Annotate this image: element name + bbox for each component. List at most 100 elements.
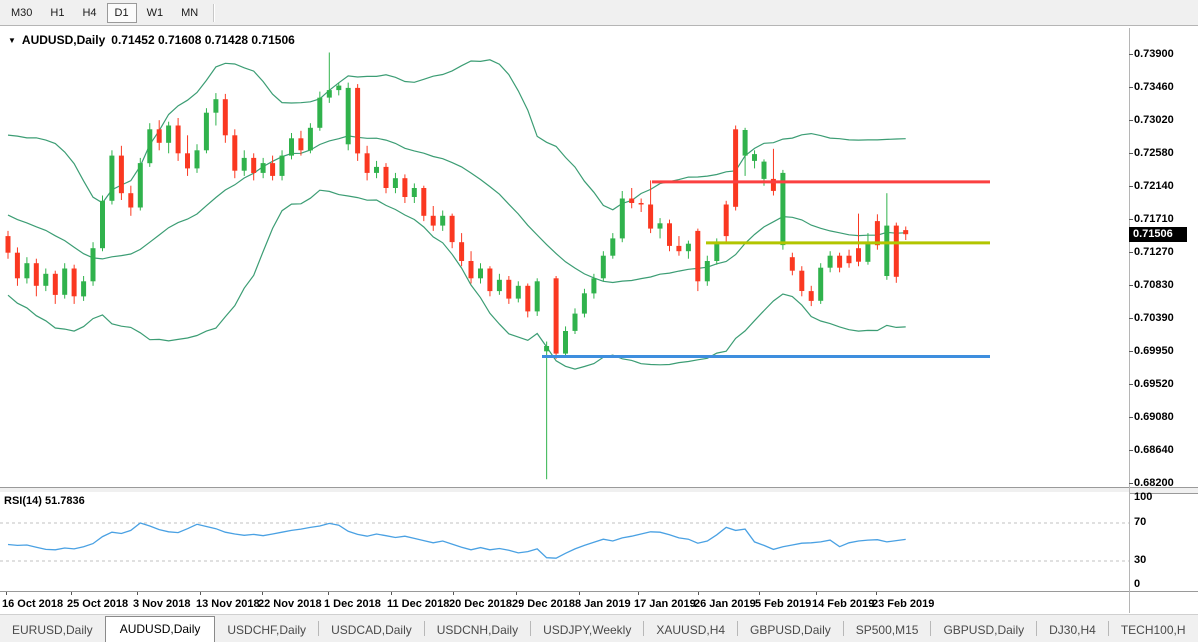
candle [81,281,87,297]
candle [194,150,200,169]
chart-ohlc-quote: 0.71452 0.71608 0.71428 0.71506 [111,33,295,47]
date-tick-mark [638,592,639,595]
candle [818,267,824,301]
candle [714,243,720,261]
chart-tab-gbpusd-daily[interactable]: GBPUSD,Daily [943,623,1025,637]
tab-separator [1107,621,1109,636]
candle [307,127,313,151]
chart-tab-eurusd-daily[interactable]: EURUSD,Daily [12,623,93,637]
chart-symbol-period: AUDUSD,Daily [21,33,106,47]
candle [506,279,512,299]
date-tick-mark [328,592,329,595]
rsi-panel[interactable] [0,492,1129,591]
candle [619,198,625,239]
price-chart-panel[interactable] [0,28,1129,487]
rsi-tick-label: 70 [1134,516,1147,528]
candle [837,255,843,268]
date-axis[interactable]: 16 Oct 2018 25 Oct 2018 3 Nov 2018 13 Nov 2… [0,592,1129,613]
chart-tab-usdcad-daily[interactable]: USDCAD,Daily [331,623,412,637]
chart-tab-usdcnh-daily[interactable]: USDCNH,Daily [436,623,519,637]
date-tick-label: 5 Feb 2019 [755,598,812,610]
tab-separator [530,621,532,636]
date-tick-label: 14 Feb 2019 [812,598,875,610]
candle [251,157,257,173]
candle [374,166,379,173]
timeframe-button-m30[interactable]: M30 [11,6,33,19]
chart-tab-usdchf-daily[interactable]: USDCHF,Daily [227,623,307,637]
candle [128,193,134,208]
candle [799,270,805,291]
price-tick-mark [1129,120,1133,121]
candle [676,245,682,252]
tab-separator [643,621,645,636]
candle [147,129,153,164]
price-tick-mark [1129,186,1133,187]
chart-tab-usdjpy-weekly[interactable]: USDJPY,Weekly [543,623,632,637]
chart-tab-audusd-daily[interactable]: AUDUSD,Daily [104,616,216,642]
date-tick-label: 1 Dec 2018 [324,598,381,610]
candle [704,261,710,282]
timeframe-button-d1[interactable]: D1 [106,2,137,23]
candle [808,291,814,301]
candle [241,157,247,171]
candle [515,285,521,299]
chart-tab-xauusd-h4[interactable]: XAUUSD,H4 [656,623,726,637]
rsi-chart [0,522,1129,562]
candle [610,238,616,256]
candle [298,138,304,151]
price-tick-label: 0.68640 [1134,444,1174,456]
date-tick-label: 22 Nov 2018 [258,598,322,610]
candle [846,255,852,264]
candle [638,203,644,205]
candle [402,178,408,197]
date-tick-label: 16 Oct 2018 [2,598,64,610]
candle [430,215,436,226]
tab-separator [1036,621,1038,636]
candle [478,268,483,279]
price-tick-label: 0.73900 [1134,48,1174,60]
candle [166,125,172,143]
candle [109,155,115,201]
chart-tab-tech100-h[interactable]: TECH100,H [1120,623,1186,637]
candle [544,346,550,352]
candle [572,313,578,331]
candle [279,155,285,176]
date-tick-label: 17 Jan 2019 [634,598,696,610]
timeframe-button-mn[interactable]: MN [181,6,199,19]
candle [563,331,568,354]
price-tick-label: 0.70390 [1134,312,1174,324]
date-tick-mark [6,592,7,595]
chart-tab-sp500-m15[interactable]: SP500,M15 [855,623,919,637]
price-tick-mark [1129,483,1133,484]
chart-tab-dj30-h4[interactable]: DJ30,H4 [1049,623,1096,637]
candle [553,278,559,354]
date-tick-label: 13 Nov 2018 [196,598,260,610]
candle [100,200,105,249]
candlestick-chart [5,52,990,480]
candle [364,153,370,173]
candle [260,163,266,173]
rsi-tick-label: 100 [1134,491,1153,503]
candle [33,263,39,286]
candle [591,278,597,294]
candle [752,154,757,161]
timeframe-button-h4[interactable]: H4 [82,6,97,19]
candle [496,279,502,292]
price-tick-label: 0.70830 [1134,279,1174,291]
symbol-dropdown-icon[interactable]: ▼ [8,35,16,45]
timeframe-button-w1[interactable]: W1 [146,6,164,19]
price-tick-label: 0.72580 [1134,147,1174,159]
price-tick-mark [1129,219,1133,220]
candle [440,215,446,226]
chart-tab-gbpusd-daily[interactable]: GBPUSD,Daily [750,623,831,637]
date-tick-mark [200,592,201,595]
candles-layer [5,52,909,480]
candle [770,178,776,191]
timeframe-button-h1[interactable]: H1 [50,6,65,19]
candle [449,215,455,243]
candle [893,225,899,277]
date-tick-label: 29 Dec 2018 [512,598,575,610]
candle [270,163,276,176]
price-tick-mark [1129,351,1133,352]
